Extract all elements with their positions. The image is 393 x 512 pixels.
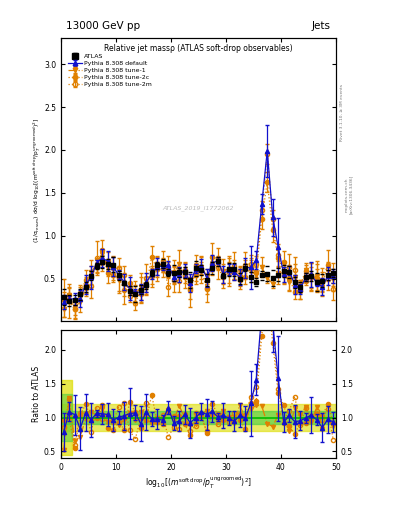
Text: ATLAS_2019_I1772062: ATLAS_2019_I1772062 bbox=[163, 205, 234, 211]
Text: mcplots.cern.ch: mcplots.cern.ch bbox=[345, 177, 349, 212]
Text: [arXiv:1306.3436]: [arXiv:1306.3436] bbox=[349, 175, 353, 214]
Text: Rivet 3.1.10, ≥ 3M events: Rivet 3.1.10, ≥ 3M events bbox=[340, 84, 344, 141]
X-axis label: $\log_{10}[(m^{\rm soft\,drop}/p_T^{\rm ungroomed})^2]$: $\log_{10}[(m^{\rm soft\,drop}/p_T^{\rm … bbox=[145, 475, 252, 491]
Legend: ATLAS, Pythia 8.308 default, Pythia 8.308 tune-1, Pythia 8.308 tune-2c, Pythia 8: ATLAS, Pythia 8.308 default, Pythia 8.30… bbox=[67, 53, 153, 89]
Y-axis label: (1/σ$_{\rm resum}$) dσ/d log$_{10}$[(m$^{\rm soft\,drop}$/p$_T^{\rm ungroomed})^: (1/σ$_{\rm resum}$) dσ/d log$_{10}$[(m$^… bbox=[31, 117, 42, 243]
Text: Jets: Jets bbox=[312, 22, 331, 31]
Text: 13000 GeV pp: 13000 GeV pp bbox=[66, 22, 141, 31]
Y-axis label: Ratio to ATLAS: Ratio to ATLAS bbox=[32, 366, 41, 422]
Text: Relative jet massρ (ATLAS soft-drop observables): Relative jet massρ (ATLAS soft-drop obse… bbox=[104, 44, 293, 53]
